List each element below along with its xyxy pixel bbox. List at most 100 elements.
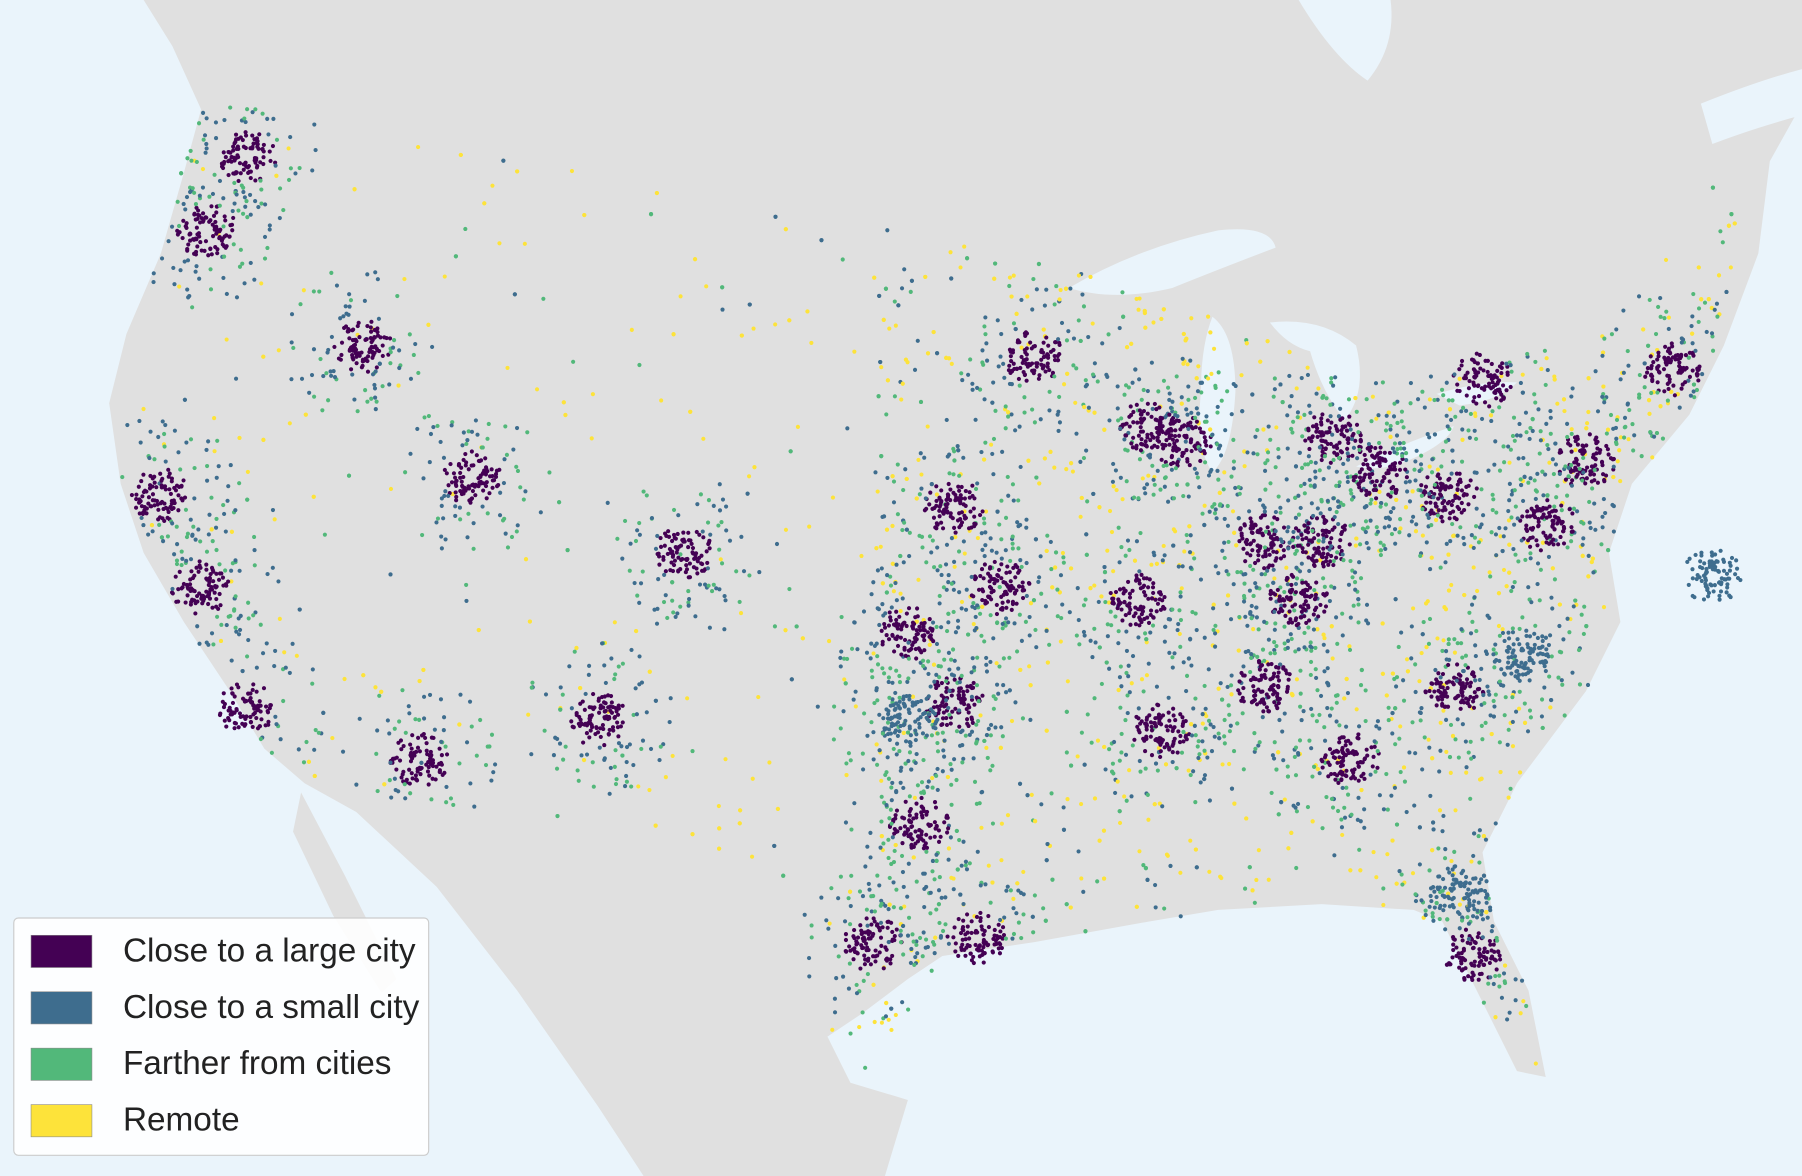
dot [1384, 413, 1389, 418]
dot [1319, 416, 1324, 421]
dot [1377, 793, 1382, 798]
dot [1024, 331, 1030, 336]
dot [876, 394, 881, 399]
dot [1244, 541, 1249, 547]
dot [194, 565, 199, 570]
dot [986, 571, 991, 576]
dot [978, 573, 983, 579]
dot [357, 716, 362, 721]
dot [1386, 410, 1391, 415]
dot [1081, 889, 1086, 894]
dot [1255, 654, 1260, 659]
dot [557, 500, 562, 505]
dot [217, 178, 223, 184]
dot [982, 738, 987, 744]
dot [846, 986, 852, 991]
dot [1194, 471, 1199, 476]
dot [1045, 841, 1050, 847]
dot [1060, 602, 1065, 607]
dot [232, 180, 237, 185]
dot [442, 493, 447, 499]
dot [195, 244, 200, 249]
dot [1329, 380, 1334, 385]
dot [1589, 560, 1594, 565]
dot [1364, 618, 1369, 623]
dot [205, 478, 210, 483]
dot [290, 641, 295, 646]
dot [237, 435, 242, 440]
dot [261, 437, 266, 442]
dot [1117, 560, 1122, 565]
dot [1103, 599, 1108, 605]
dot [706, 498, 712, 503]
dot [1371, 754, 1376, 759]
dot [1363, 529, 1368, 535]
dot [1291, 544, 1296, 549]
dot [407, 781, 412, 786]
dot [175, 542, 180, 547]
dot [1043, 604, 1048, 609]
dot [1274, 643, 1279, 649]
dot [139, 479, 144, 484]
dot [1105, 548, 1110, 553]
dot [653, 698, 658, 703]
dot [1434, 517, 1439, 523]
dot [955, 444, 960, 449]
dot [1134, 296, 1139, 301]
dot [1460, 437, 1465, 442]
dot [1255, 452, 1260, 457]
dot [504, 452, 509, 457]
dot [1169, 453, 1175, 459]
dot [1320, 759, 1325, 764]
dot [547, 470, 552, 475]
dot [1064, 709, 1069, 714]
dot [1153, 905, 1158, 910]
dot [316, 730, 321, 735]
dot [1209, 371, 1214, 376]
dot [1663, 257, 1669, 263]
dot [971, 756, 976, 761]
dot [979, 567, 985, 572]
dot [1310, 434, 1315, 439]
dot [884, 527, 890, 532]
dot [207, 512, 212, 517]
dot [191, 524, 196, 529]
dot [1006, 414, 1011, 419]
dot [857, 889, 863, 894]
dot [1121, 314, 1126, 319]
dot [913, 954, 918, 960]
dot [1014, 311, 1019, 316]
dot [1272, 609, 1277, 614]
dot [1107, 666, 1112, 671]
dot [269, 750, 274, 755]
dot [1116, 641, 1121, 646]
dot [945, 774, 950, 780]
dot [1027, 581, 1032, 586]
dot [313, 148, 318, 153]
dot [501, 480, 507, 486]
dot [400, 688, 405, 693]
dot [229, 579, 234, 584]
dot [1137, 849, 1142, 854]
dot [1327, 713, 1333, 718]
dot [958, 931, 964, 936]
dot [1337, 544, 1342, 550]
dot [871, 954, 876, 959]
dot [253, 199, 258, 204]
dot [181, 478, 186, 483]
dot [1446, 891, 1451, 896]
dot [171, 265, 176, 270]
dot [884, 958, 890, 963]
dot [1139, 677, 1145, 682]
dot [1420, 533, 1425, 538]
dot [969, 930, 974, 936]
dot [185, 593, 190, 598]
dot [843, 948, 848, 954]
dot [393, 787, 398, 793]
dot [693, 614, 698, 619]
dot [686, 530, 691, 535]
dot [627, 568, 632, 573]
dot [941, 585, 946, 590]
dot [720, 307, 725, 312]
dot [983, 882, 988, 887]
